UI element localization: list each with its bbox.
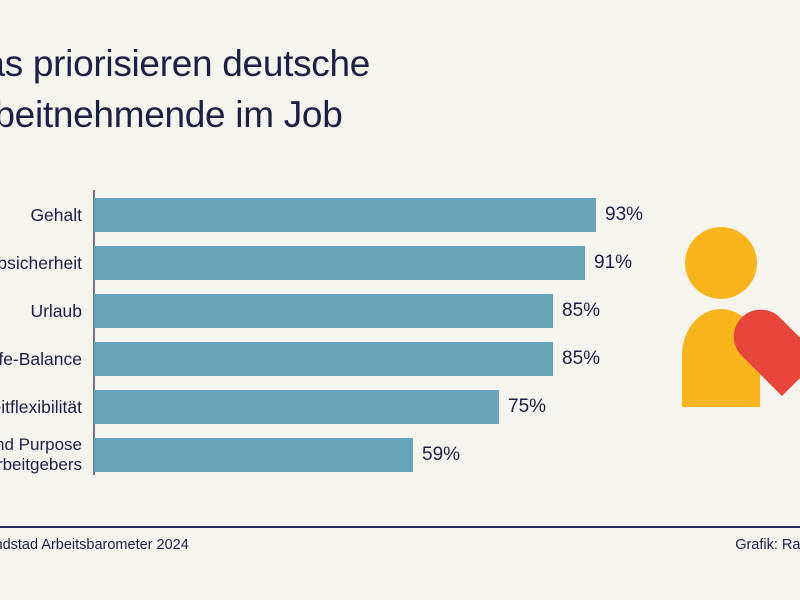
bar-row: Urlaub 85% xyxy=(0,294,800,328)
title-line-2: Arbeitnehmende im Job xyxy=(0,94,343,135)
title-line-1: Das priorisieren deutsche xyxy=(0,43,371,84)
bar xyxy=(94,390,499,424)
bar-value-label: 85% xyxy=(562,348,601,369)
bar-value-label: 85% xyxy=(562,300,601,321)
page-title: Das priorisieren deutsche Arbeitnehmende… xyxy=(0,38,578,140)
bar-category-label: Urlaub xyxy=(30,301,82,321)
bar-row: Werte und Purposedes Arbeitgebers 59% xyxy=(0,435,800,475)
bar-category-label: Gehalt xyxy=(30,205,82,225)
bar xyxy=(94,438,413,472)
bar-category-label: Arbeitszeitflexibilität xyxy=(0,397,82,417)
chart-y-axis xyxy=(93,190,95,475)
bar-row: Arbeitszeitflexibilität 75% xyxy=(0,390,800,424)
bar-value-label: 75% xyxy=(508,396,547,417)
bar-chart: Gehalt93%Jobsicherheit91%Urlaub85%Work-L… xyxy=(0,185,800,480)
bar-category-label: Work-Life-Balance xyxy=(0,349,82,369)
bar-category-label-line: Werte und Purpose xyxy=(0,435,82,454)
bar-row: Gehalt 93% xyxy=(0,198,800,232)
bar xyxy=(94,294,553,328)
footer-credit: Grafik: Randstad xyxy=(735,537,800,553)
footer-source: Quelle: Randstad Arbeitsbarometer 2024 xyxy=(0,537,189,553)
bar-value-label: 59% xyxy=(422,444,461,465)
bar xyxy=(94,198,596,232)
bar-row: Work-Life-Balance 85% xyxy=(0,342,800,376)
bar xyxy=(94,246,585,280)
bar-category-label: Jobsicherheit xyxy=(0,253,82,273)
bar-row: Jobsicherheit 91% xyxy=(0,246,800,280)
footer: Quelle: Randstad Arbeitsbarometer 2024 G… xyxy=(0,534,800,560)
footer-divider xyxy=(0,526,800,528)
bar xyxy=(94,342,553,376)
bar-category-label-line: des Arbeitgebers xyxy=(0,455,82,474)
bar-value-label: 93% xyxy=(605,204,644,225)
bar-value-label: 91% xyxy=(594,252,633,273)
bar-category-label: Werte und Purposedes Arbeitgebers xyxy=(0,435,82,475)
